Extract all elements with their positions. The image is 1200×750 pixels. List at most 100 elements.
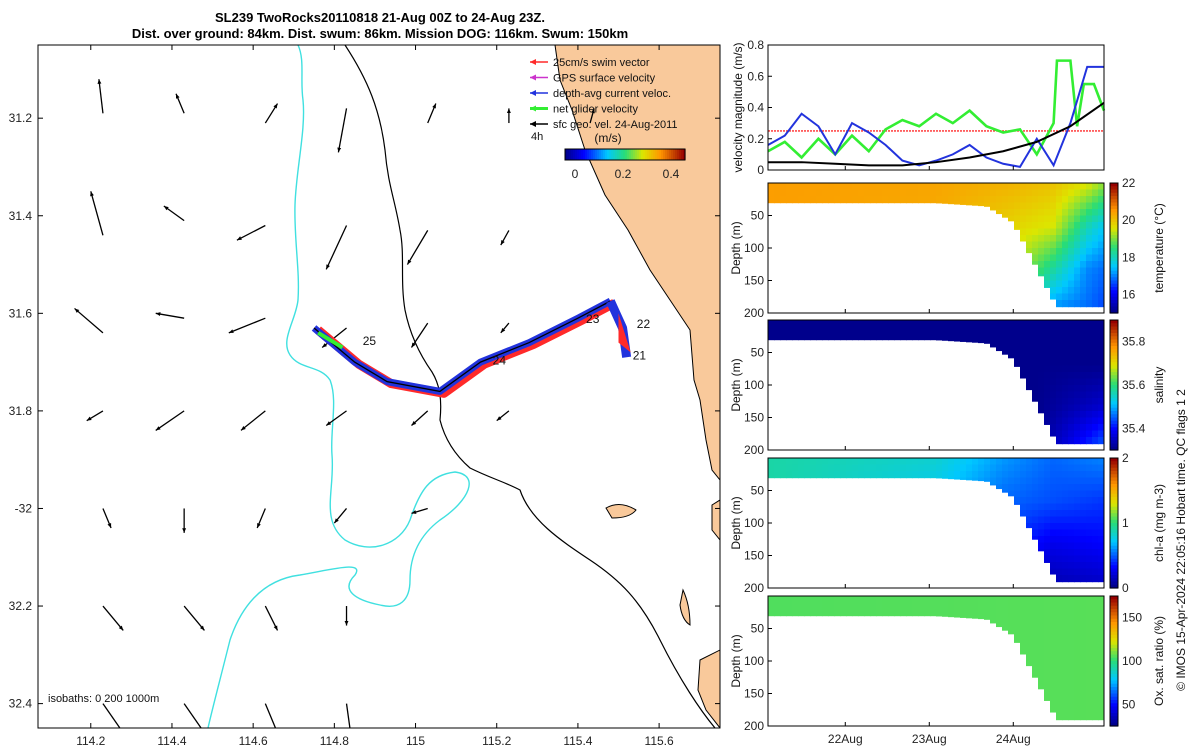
day-label: 21 [633, 349, 647, 363]
day-label: 22 [637, 317, 651, 331]
geo-vector [102, 605, 124, 631]
map-y-tick: 32.4 [9, 697, 33, 711]
section-colorbar-label: temperature (°C) [1152, 203, 1166, 293]
velocity-y-tick: 0.6 [747, 69, 764, 83]
section-y-tick: 200 [744, 719, 764, 733]
geo-vector [90, 191, 104, 236]
geo-vector [325, 225, 348, 270]
net-velocity-marker [317, 331, 344, 350]
section-y-tick: 150 [744, 549, 764, 563]
section-colorbar [1109, 319, 1119, 451]
section-colorbar-tick: 16 [1122, 287, 1136, 301]
velocity-y-tick: 0.8 [747, 38, 764, 52]
geo-vector [427, 103, 437, 124]
figure-title-line2: Dist. over ground: 84km. Dist. swum: 86k… [131, 26, 629, 41]
geo-vector [406, 230, 429, 265]
geo-vector [345, 703, 351, 728]
map-x-tick: 114.6 [239, 734, 268, 748]
date-tick: 24Aug [996, 732, 1031, 746]
figure-title-line1: SL239 TwoRocks20110818 21-Aug 00Z to 24-… [215, 10, 545, 25]
isobath-200m [344, 45, 716, 728]
legend-label: sfc geo. vel. 24-Aug-2011 [553, 119, 678, 131]
day-label: 24 [493, 354, 507, 368]
day-label: 23 [586, 312, 600, 326]
map-x-tick: 114.4 [157, 734, 186, 748]
geo-vector [411, 507, 428, 514]
section-colorbar-tick: 150 [1122, 611, 1142, 625]
velocity-y-tick: 0.4 [747, 101, 764, 115]
legend-label: net glider velocity [553, 104, 638, 116]
geo-vector [411, 410, 429, 427]
section-colorbar [1109, 182, 1119, 314]
section-panel-4: 50 100 150 200 Depth (m) 0 1 2 chl-a (mg m-3) [729, 451, 1166, 595]
section-panel-5: 50 100 150 200 Depth (m) 50 100 150 Ox. sat. rat… [729, 595, 1166, 746]
velocity-y-label: velocity magnitude (m/s) [731, 42, 745, 172]
isobath-1000m [207, 45, 470, 728]
land-south [697, 649, 720, 728]
date-tick: 23Aug [912, 732, 947, 746]
section-colorbar-tick: 2 [1122, 451, 1129, 465]
section-colorbar-tick: 0 [1122, 581, 1129, 595]
geo-vector [506, 108, 511, 124]
geo-vector [256, 508, 266, 529]
velocity-y-tick: 0 [757, 163, 764, 177]
velocity-series [767, 59, 1106, 160]
section-y-tick: 100 [744, 654, 764, 668]
section-colorbar [1109, 457, 1119, 589]
island-garden [711, 499, 720, 541]
section-y-tick: 100 [744, 241, 764, 255]
geo-vector [264, 103, 279, 124]
section-y-label: Depth (m) [729, 358, 743, 411]
section-colorbar-tick: 35.4 [1122, 421, 1146, 435]
legend-label: depth-avg current veloc. [553, 88, 671, 100]
geo-vector [500, 322, 510, 334]
section-y-tick: 200 [744, 581, 764, 595]
map-x-tick: 115 [406, 734, 425, 748]
map-x-tick: 115.4 [563, 734, 592, 748]
geo-vector [333, 508, 348, 524]
section-colorbar-tick: 100 [1122, 654, 1142, 668]
map-x-tick: 115.6 [645, 734, 674, 748]
track-line [313, 300, 611, 393]
map-x-tick: 114.8 [320, 734, 349, 748]
section-colorbar-tick: 35.6 [1122, 378, 1146, 392]
section-colorbar-label: salinity [1152, 367, 1166, 404]
footer-credit: © IMOS 15-Apr-2024 22:05:16 Hobart time.… [1174, 389, 1188, 691]
map-y-tick: 31.6 [9, 306, 33, 320]
section-y-tick: 200 [744, 306, 764, 320]
isobath-label: isobaths: 0 200 1000m [48, 693, 159, 705]
map-colorbar-tick: 0 [572, 167, 579, 181]
swim-vectors-band [315, 299, 617, 398]
section-y-tick: 50 [751, 209, 765, 223]
section-y-tick: 150 [744, 274, 764, 288]
date-tick: 22Aug [828, 732, 863, 746]
map-x-tick: 114.2 [76, 734, 105, 748]
geo-vector [344, 606, 349, 626]
section-colorbar-label: Ox. sat. ratio (%) [1152, 616, 1166, 706]
map-colorbar-tick: 0.2 [615, 167, 632, 181]
island-penguin [679, 588, 691, 626]
geo-vector [182, 508, 187, 533]
section-y-tick: 50 [751, 484, 765, 498]
geo-vector [496, 410, 510, 422]
section-y-tick: 150 [744, 687, 764, 701]
map-colorbar-label: (m/s) [594, 131, 621, 145]
depth-avg-band [311, 298, 613, 395]
legend-label: GPS surface velocity [553, 73, 656, 85]
legend-label: 25cm/s swim vector [553, 57, 650, 69]
section-y-label: Depth (m) [729, 496, 743, 549]
track-start-swim [618, 313, 631, 353]
velocity-series [768, 101, 1105, 167]
section-y-tick: 50 [751, 622, 765, 636]
section-colorbar [1109, 595, 1119, 727]
section-colorbar-tick: 22 [1122, 176, 1136, 190]
geo-vector [236, 224, 266, 241]
map-panel: 21 22 23 24 25 114.2 114.4 114.6 114.8 115 115.2 11… [9, 44, 721, 748]
section-y-tick: 150 [744, 411, 764, 425]
geo-vector [163, 205, 185, 222]
geo-vector [97, 79, 104, 114]
geo-vector [102, 508, 112, 529]
section-panel-2: 50 100 150 200 Depth (m) 16 18 20 22 temperature … [729, 176, 1166, 320]
map-y-tick: 32.2 [9, 599, 33, 613]
